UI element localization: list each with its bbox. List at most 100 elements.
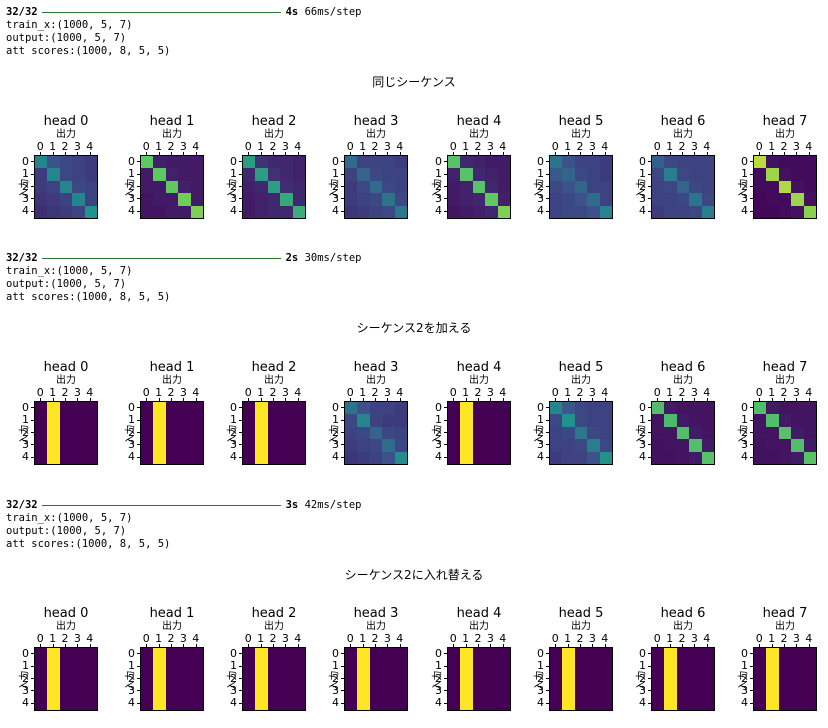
heatmap-panel-head-0: head 0 出力 0 1 2 3 4 0 1 2 3 4 入力 <box>17 114 118 234</box>
y-tick-mark <box>137 456 140 458</box>
heatmap-cell <box>72 685 85 698</box>
heatmap-cell <box>165 660 179 673</box>
y-tick-mark <box>31 702 34 704</box>
heatmap-cell <box>550 193 563 206</box>
x-tick-mark <box>89 152 91 155</box>
heatmap-cell <box>357 402 370 415</box>
x-tick-label: 4 <box>499 140 507 153</box>
y-tick-label: 3 <box>537 191 544 205</box>
heatmap-cell <box>394 156 407 169</box>
heatmap-cell <box>141 697 154 710</box>
heatmap-cell <box>190 451 203 464</box>
x-tick-label: 4 <box>396 140 404 153</box>
heatmap-cell <box>47 205 60 218</box>
heatmap-cell <box>448 439 461 452</box>
x-tick-label: 1 <box>155 632 163 645</box>
y-axis-label: 入力 <box>329 178 341 199</box>
y-tick-label: 2 <box>128 425 135 439</box>
x-tick-mark <box>77 644 79 647</box>
heatmap-cell <box>292 660 305 673</box>
heatmap-cell <box>84 414 97 427</box>
y-tick-label: 3 <box>332 191 339 205</box>
heatmap-cell <box>243 168 256 181</box>
heatmap-cell <box>35 697 48 710</box>
y-tick-mark <box>750 198 753 200</box>
y-tick-label: 4 <box>435 204 442 218</box>
heatmap-cell <box>382 451 395 464</box>
y-tick-mark <box>239 186 242 187</box>
x-tick-mark <box>248 398 250 401</box>
heatmap-cell <box>345 672 358 686</box>
heatmap-cell <box>766 451 779 464</box>
heatmap-cell <box>369 648 383 661</box>
heatmap-cell <box>47 451 60 464</box>
x-tick-label: 4 <box>294 632 302 645</box>
y-tick-label: 1 <box>332 167 339 181</box>
heatmap-panel-head-2: head 2 出力 0 1 2 3 4 0 1 2 3 4 入力 <box>225 114 326 234</box>
x-tick-mark <box>350 644 352 647</box>
heatmap <box>344 647 408 711</box>
x-tick-label: 2 <box>474 140 482 153</box>
heatmap-cell <box>382 426 395 440</box>
y-axis-label: 入力 <box>534 670 546 691</box>
heatmap-cell <box>587 660 600 673</box>
heatmap-cell <box>178 426 191 440</box>
heatmap-cell <box>369 672 383 686</box>
x-tick-label: 1 <box>768 140 776 153</box>
y-axis-label: 入力 <box>636 424 648 445</box>
heatmap-cell <box>178 414 191 427</box>
y-tick-mark <box>750 665 753 667</box>
heatmap-cell <box>165 648 179 661</box>
heatmap-panel-head-6: head 6 出力 0 1 2 3 4 0 1 2 3 4 入力 <box>634 114 735 234</box>
heatmap-cell <box>59 451 73 464</box>
x-axis-label: 出力 <box>366 375 386 386</box>
heatmap-panel-head-0: head 0 出力 0 1 2 3 4 0 1 2 3 4 入力 <box>17 360 118 480</box>
x-tick-mark <box>350 398 352 401</box>
x-tick-mark <box>580 644 581 647</box>
heatmap-cell <box>345 439 358 452</box>
x-tick-label: 3 <box>792 140 800 153</box>
y-tick-mark <box>546 444 549 446</box>
heatmap-cell <box>292 156 305 169</box>
heatmap-cell <box>550 439 563 452</box>
x-tick-mark <box>759 398 761 401</box>
heatmap-cell <box>59 205 73 218</box>
heatmap-cell <box>255 180 268 194</box>
heatmap-cell <box>803 451 816 464</box>
y-axis-label: 入力 <box>19 424 31 445</box>
x-tick-label: 4 <box>601 386 609 399</box>
heatmap-cell <box>754 180 767 194</box>
heatmap-cell <box>84 648 97 661</box>
x-tick-mark <box>465 644 467 647</box>
heatmap-cell <box>652 451 665 464</box>
heatmap-cell <box>778 672 792 686</box>
heatmap-cell <box>472 697 486 710</box>
x-tick-mark <box>158 398 160 401</box>
step-time: 30ms/step <box>304 252 362 264</box>
heatmap-cell <box>472 402 486 415</box>
x-tick-mark <box>387 398 389 401</box>
heatmap <box>447 155 511 219</box>
heatmap-cell <box>460 156 473 169</box>
heatmap-cell <box>664 168 677 181</box>
heatmap-cell <box>497 697 510 710</box>
x-tick-label: 3 <box>73 386 81 399</box>
y-tick-label: 4 <box>230 696 237 710</box>
y-tick-label: 0 <box>230 400 237 414</box>
y-tick-label: 4 <box>537 450 544 464</box>
y-tick-label: 2 <box>741 179 748 193</box>
heatmap-cell <box>778 205 792 218</box>
heatmap-cell <box>267 439 281 452</box>
x-tick-label: 1 <box>462 386 470 399</box>
y-tick-label: 0 <box>22 646 29 660</box>
y-tick-label: 3 <box>230 437 237 451</box>
heatmap <box>140 401 204 465</box>
heatmap-cell <box>267 648 281 661</box>
log-line: output:(1000, 5, 7) <box>6 525 127 537</box>
x-tick-mark <box>453 152 455 155</box>
heatmap-cell <box>664 685 677 698</box>
heatmap-cell <box>689 156 702 169</box>
